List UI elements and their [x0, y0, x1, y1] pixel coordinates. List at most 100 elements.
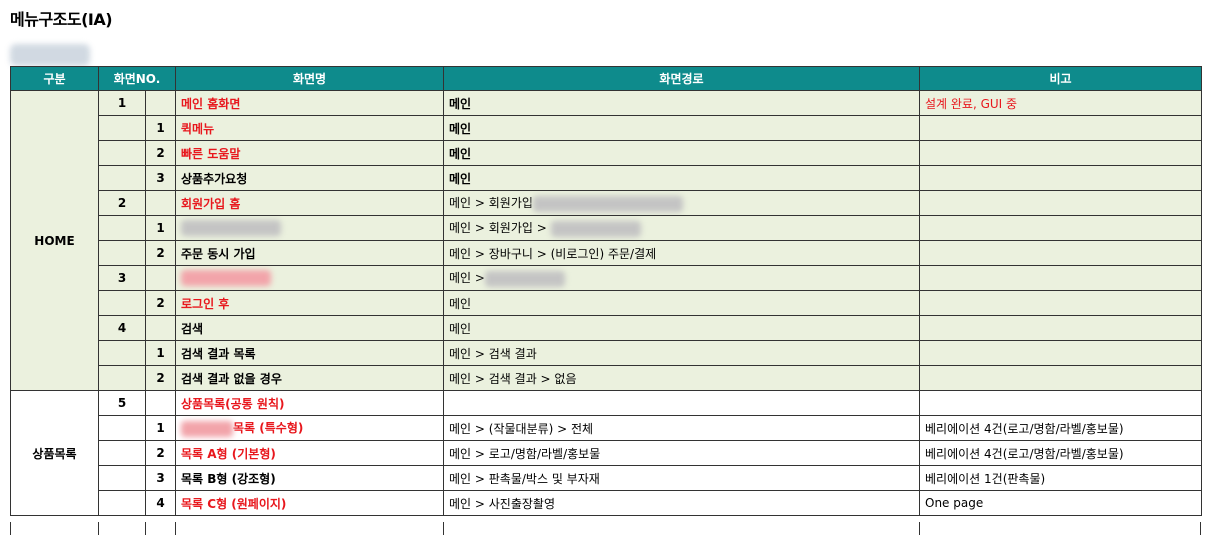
- header-section: 구분: [10, 66, 99, 91]
- table-row: 2 주문 동시 가입 메인 > 장바구니 > (비로그인) 주문/결제: [11, 240, 1202, 266]
- screen-note: [919, 115, 1202, 141]
- screen-path: 메인 > 검색 결과: [443, 340, 920, 366]
- screen-note: [919, 215, 1202, 241]
- table-row: 2 목록 A형 (기본형) 메인 > 로고/명함/라벨/홍보물 베리에이션 4건…: [11, 440, 1202, 466]
- screen-no-minor: 1: [145, 115, 176, 141]
- screen-name: 상품추가요청: [175, 165, 444, 191]
- redacted-text: [484, 270, 565, 287]
- screen-path: [443, 390, 920, 416]
- screen-no-minor: 1: [145, 215, 176, 241]
- screen-path: 메인 > 검색 결과 > 없음: [443, 365, 920, 391]
- screen-no-major: [98, 240, 146, 266]
- screen-no-major: 5: [98, 390, 146, 416]
- screen-name: 주문 동시 가입: [175, 240, 444, 266]
- screen-name: 회원가입 홈: [175, 190, 444, 216]
- header-screen-name: 화면명: [175, 66, 444, 91]
- screen-name: 메인 홈화면: [175, 90, 444, 116]
- screen-note: [919, 190, 1202, 216]
- screen-no-minor: [145, 315, 176, 341]
- screen-path: 메인: [443, 165, 920, 191]
- screen-note: [919, 240, 1202, 266]
- screen-path: 메인 > 판촉물/박스 및 부자재: [443, 465, 920, 491]
- screen-path: 메인: [443, 90, 920, 116]
- screen-no-major: [98, 415, 146, 441]
- screen-name: 목록 B형 (강조형): [175, 465, 444, 491]
- screen-no-major: 3: [98, 265, 146, 291]
- screen-note: [919, 290, 1202, 316]
- redacted-tag: [10, 44, 90, 66]
- screen-no-minor: 2: [145, 290, 176, 316]
- screen-path: 메인: [443, 315, 920, 341]
- table-row: 2 빠른 도움말 메인: [11, 140, 1202, 166]
- screen-path: 메인 > 로고/명함/라벨/홍보물: [443, 440, 920, 466]
- screen-name: 빠른 도움말: [175, 140, 444, 166]
- screen-name: 퀵메뉴: [175, 115, 444, 141]
- screen-note: [919, 140, 1202, 166]
- screen-no-major: [98, 340, 146, 366]
- screen-path: 메인 > (작물대분류) > 전체: [443, 415, 920, 441]
- screen-no-minor: [145, 190, 176, 216]
- screen-path: 메인 > 장바구니 > (비로그인) 주문/결제: [443, 240, 920, 266]
- screen-no-minor: 3: [145, 465, 176, 491]
- screen-note: 베리에이션 4건(로고/명함/라벨/홍보물): [919, 440, 1202, 466]
- screen-note: [919, 340, 1202, 366]
- table-row: 4 목록 C형 (원페이지) 메인 > 사진출장촬영 One page: [11, 490, 1202, 516]
- page-title: 메뉴구조도(IA): [10, 10, 113, 29]
- table-row: 4 검색 메인: [11, 315, 1202, 341]
- path-text: 메인 > 회원가입 >: [449, 221, 547, 236]
- table-row: HOME 1 메인 홈화면 메인 설계 완료, GUI 중: [10, 90, 1202, 391]
- screen-path: 메인 >: [443, 265, 920, 291]
- redacted-text: [550, 220, 641, 237]
- screen-no-minor: 2: [145, 440, 176, 466]
- table-row: 1 검색 결과 목록 메인 > 검색 결과: [11, 340, 1202, 366]
- screen-no-minor: 2: [145, 365, 176, 391]
- path-text: 메인 >: [449, 271, 485, 286]
- screen-no-major: [98, 165, 146, 191]
- screen-no-major: 4: [98, 315, 146, 341]
- screen-no-minor: [145, 265, 176, 291]
- screen-name: [175, 265, 444, 291]
- header-note: 비고: [919, 66, 1202, 91]
- header-path: 화면경로: [443, 66, 920, 91]
- ia-table: 구분 화면NO. 화면명 화면경로 비고 HOME 1 메인 홈화면 메인 설계…: [10, 66, 1202, 516]
- screen-no-major: [98, 365, 146, 391]
- table-row: 1 목록 (특수형) 메인 > (작물대분류) > 전체 베리에이션 4건(로고…: [11, 415, 1202, 441]
- header-screen-no: 화면NO.: [98, 66, 176, 91]
- screen-no-minor: 2: [145, 140, 176, 166]
- table-row: 2 회원가입 홈 메인 > 회원가입: [11, 190, 1202, 216]
- redacted-text: [181, 220, 281, 236]
- screen-note: [919, 315, 1202, 341]
- screen-no-major: [98, 490, 146, 516]
- screen-path: 메인: [443, 115, 920, 141]
- screen-no-major: [98, 115, 146, 141]
- table-row: 2 검색 결과 없을 경우 메인 > 검색 결과 > 없음: [11, 365, 1202, 391]
- screen-name: 목록 (특수형): [175, 415, 444, 441]
- screen-name: 로그인 후: [175, 290, 444, 316]
- redacted-text: [181, 420, 233, 437]
- table-continuation-edge: [10, 522, 1201, 535]
- screen-no-minor: 1: [145, 415, 176, 441]
- screen-no-minor: 4: [145, 490, 176, 516]
- table-row: 1 퀵메뉴 메인: [11, 115, 1202, 141]
- screen-no-major: 2: [98, 190, 146, 216]
- screen-path: 메인: [443, 290, 920, 316]
- redacted-text: [532, 195, 683, 212]
- table-row: 1 메인 > 회원가입 >: [11, 215, 1202, 241]
- table-row: 2 로그인 후 메인: [11, 290, 1202, 316]
- screen-note: [919, 390, 1202, 416]
- screen-name: [175, 215, 444, 241]
- screen-note: [919, 265, 1202, 291]
- screen-no-minor: 1: [145, 340, 176, 366]
- screen-path: 메인 > 회원가입 >: [443, 215, 920, 241]
- screen-note: 베리에이션 4건(로고/명함/라벨/홍보물): [919, 415, 1202, 441]
- screen-name: 검색 결과 목록: [175, 340, 444, 366]
- screen-no-major: [98, 440, 146, 466]
- group-home: HOME: [10, 90, 99, 391]
- table-row: 3 목록 B형 (강조형) 메인 > 판촉물/박스 및 부자재 베리에이션 1건…: [11, 465, 1202, 491]
- screen-name: 검색 결과 없을 경우: [175, 365, 444, 391]
- group-products: 상품목록: [10, 390, 99, 516]
- screen-no-major: [98, 465, 146, 491]
- screen-no-major: [98, 290, 146, 316]
- screen-name: 목록 A형 (기본형): [175, 440, 444, 466]
- screen-no-minor: 3: [145, 165, 176, 191]
